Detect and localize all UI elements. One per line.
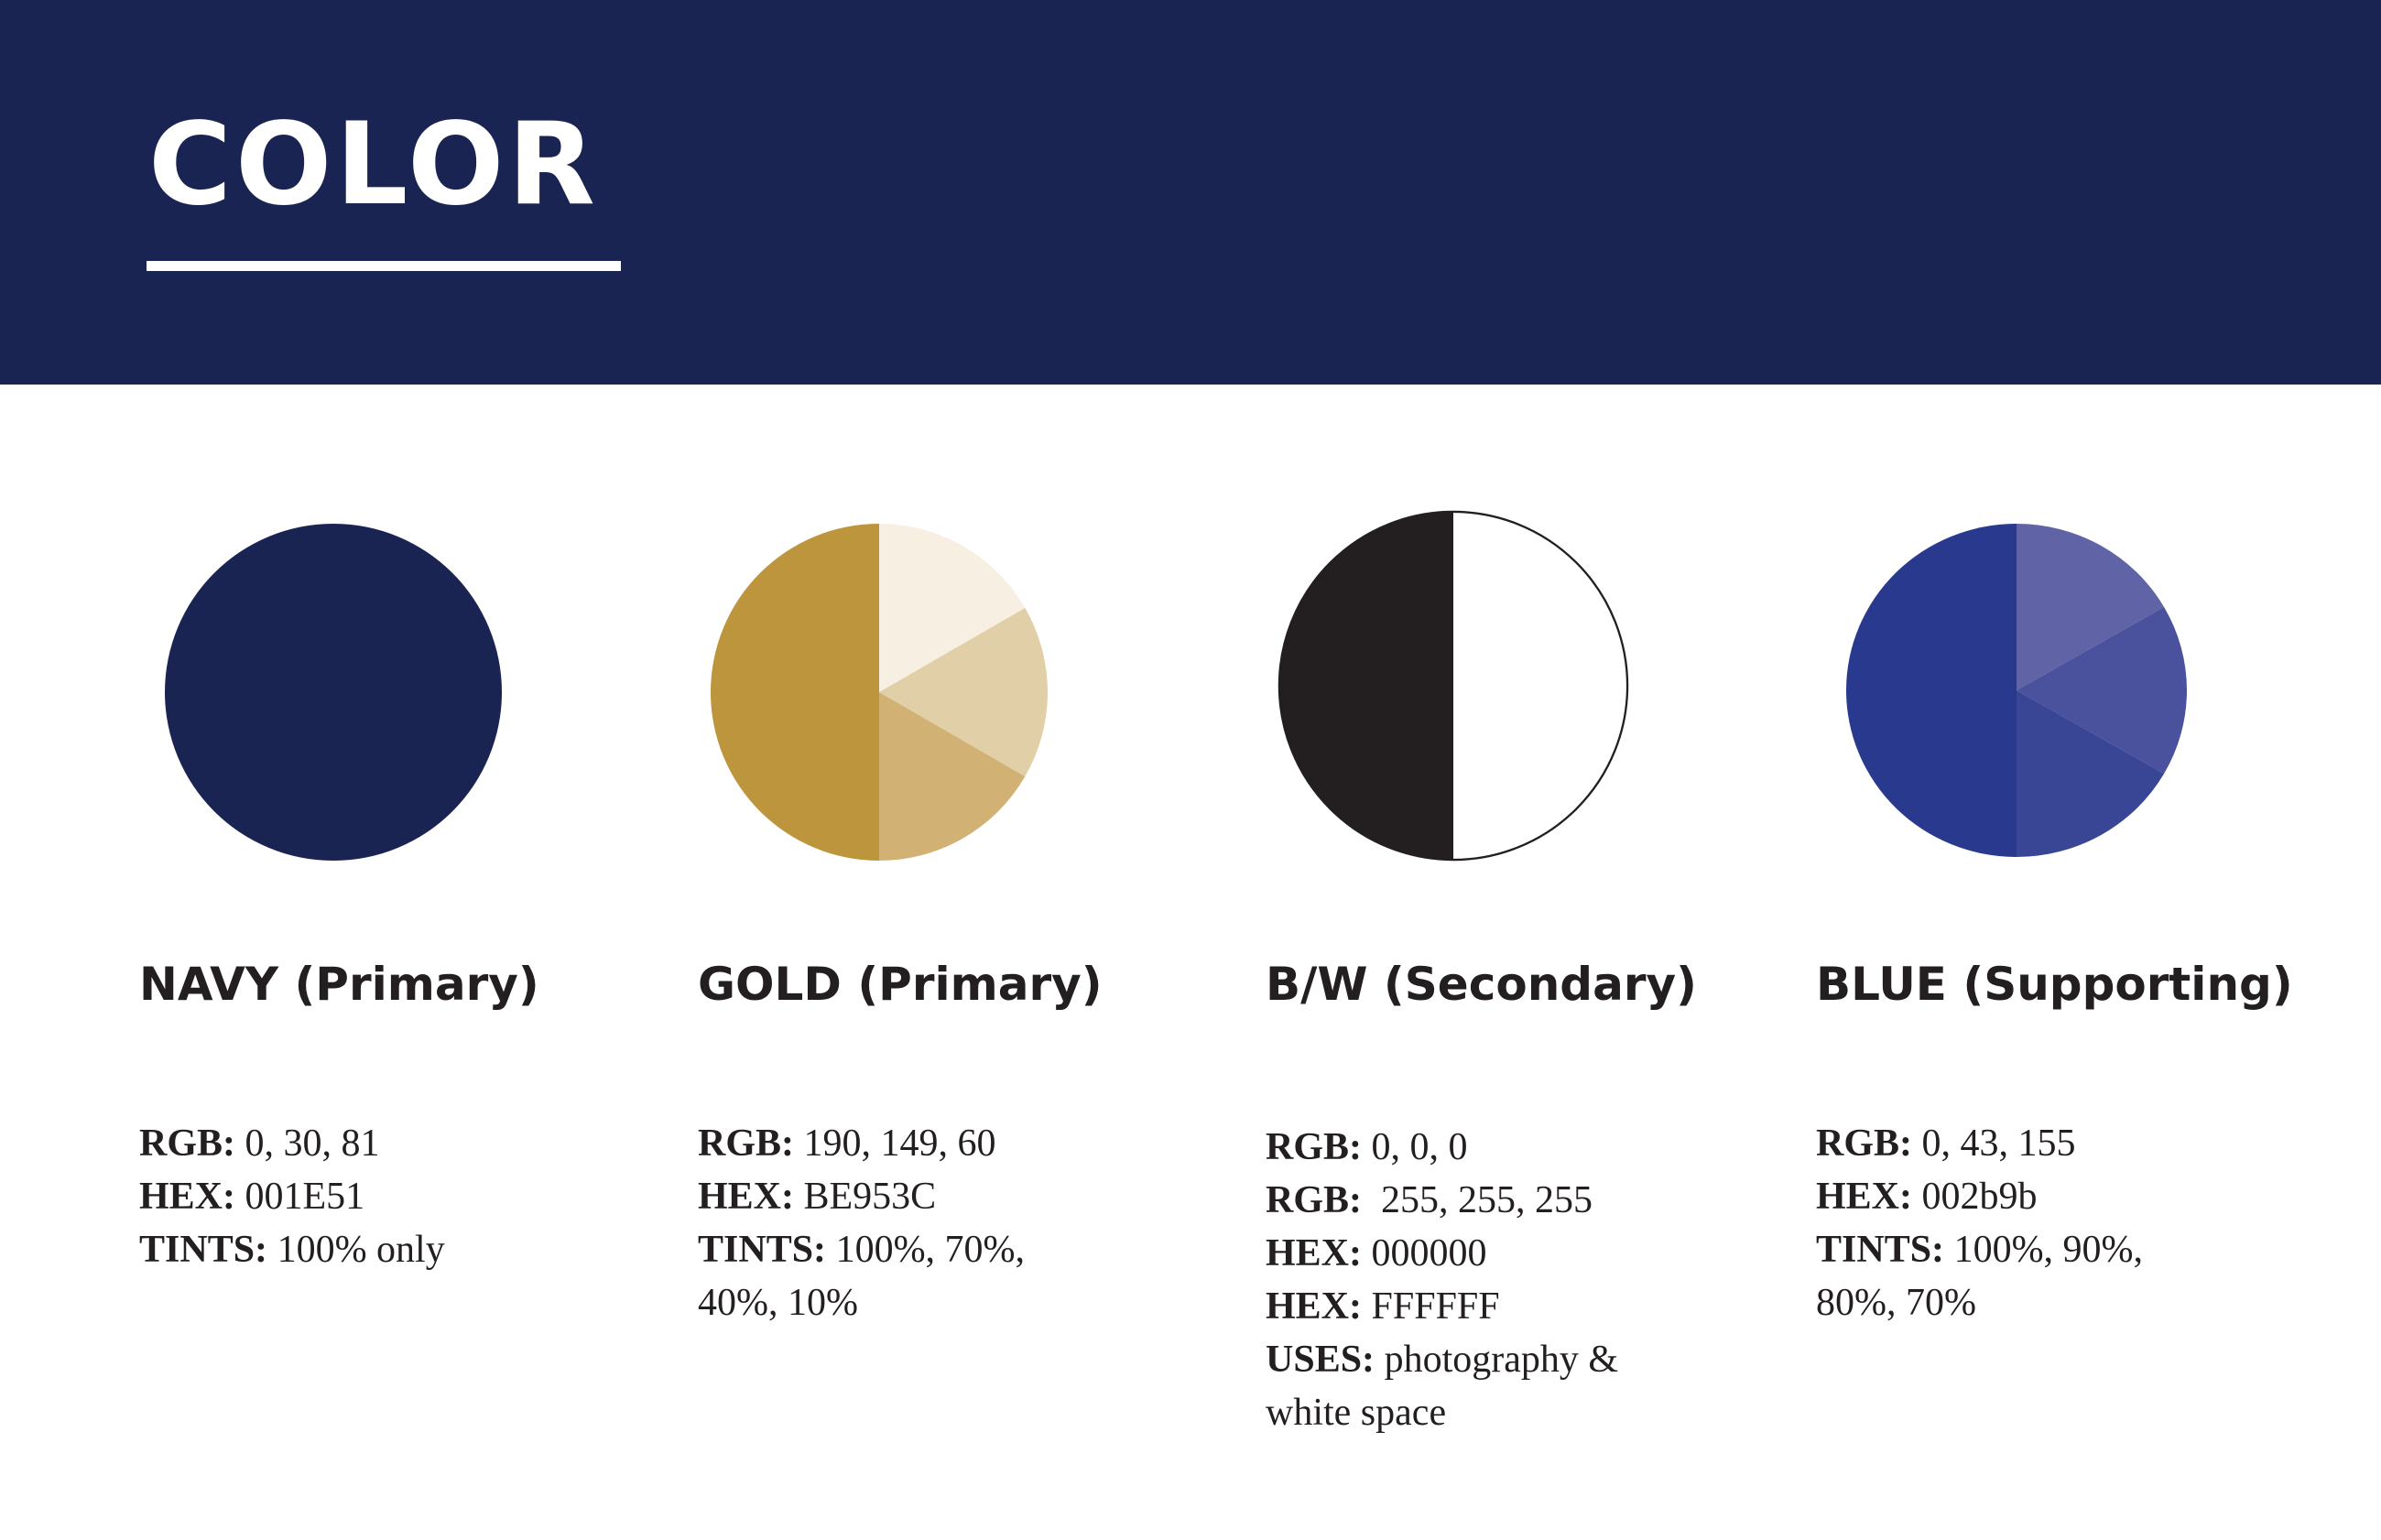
bw-swatch: [1277, 510, 1629, 862]
navy-palette-specs: RGB: 0, 30, 81 HEX: 001E51 TINTS: 100% o…: [139, 1117, 652, 1276]
spec-line: RGB: 190, 149, 60: [698, 1117, 1211, 1170]
navy-palette-column: NAVY (Primary) RGB: 0, 30, 81 HEX: 001E5…: [139, 943, 652, 1276]
spec-key: HEX:: [1266, 1232, 1362, 1274]
navy-palette-title: NAVY (Primary): [139, 958, 539, 1011]
bw-swatch-black-half: [1278, 511, 1453, 861]
header-banner: COLOR: [0, 0, 2381, 385]
spec-value: 100%, 70%, 40%, 10%: [698, 1229, 1026, 1324]
blue-palette-specs: RGB: 0, 43, 155 HEX: 002b9b TINTS: 100%,…: [1816, 1117, 2329, 1329]
navy-swatch-fill: [165, 524, 502, 861]
spec-key: USES:: [1266, 1339, 1375, 1381]
blue-palette-title: BLUE (Supporting): [1816, 958, 2293, 1011]
spec-value: FFFFFF: [1371, 1285, 1500, 1328]
gold-swatch-40-segment: [879, 608, 1048, 776]
spec-key: HEX:: [1816, 1176, 1912, 1218]
spec-key: HEX:: [139, 1176, 235, 1218]
spec-value: 100%, 90%, 80%, 70%: [1816, 1229, 2144, 1324]
spec-line: HEX: 001E51: [139, 1170, 652, 1223]
spec-key: RGB:: [139, 1122, 235, 1165]
spec-value: 255, 255, 255: [1381, 1179, 1593, 1221]
spec-line: TINTS: 100% only: [139, 1223, 652, 1276]
blue-swatch: [1846, 524, 2187, 857]
title-underline: [147, 261, 621, 271]
blue-swatch-80-segment: [2017, 607, 2187, 774]
spec-line: TINTS: 100%, 70%, 40%, 10%: [698, 1223, 1082, 1329]
spec-line: TINTS: 100%, 90%, 80%, 70%: [1816, 1223, 2201, 1329]
spec-line: HEX: BE953C: [698, 1170, 1211, 1223]
spec-key: HEX:: [698, 1176, 794, 1218]
blue-swatch-100-segment: [1846, 524, 2017, 857]
spec-value: 0, 30, 81: [245, 1122, 380, 1165]
spec-line: RGB: 255, 255, 255: [1266, 1174, 1778, 1227]
spec-key: TINTS:: [139, 1229, 268, 1271]
spec-key: TINTS:: [698, 1229, 827, 1271]
blue-swatch-90-segment: [2017, 690, 2165, 857]
spec-key: RGB:: [1816, 1122, 1912, 1165]
spec-line: USES: photography & white space: [1266, 1333, 1669, 1439]
blue-swatch-70-segment: [2017, 524, 2165, 690]
gold-palette-column: GOLD (Primary) RGB: 190, 149, 60 HEX: BE…: [698, 943, 1211, 1329]
gold-swatch-10-segment: [879, 524, 1026, 692]
spec-key: RGB:: [1266, 1126, 1362, 1168]
bw-palette-specs: RGB: 0, 0, 0 RGB: 255, 255, 255 HEX: 000…: [1266, 1121, 1778, 1439]
spec-line: RGB: 0, 0, 0: [1266, 1121, 1778, 1174]
spec-line: RGB: 0, 43, 155: [1816, 1117, 2329, 1170]
gold-palette-specs: RGB: 190, 149, 60 HEX: BE953C TINTS: 100…: [698, 1117, 1211, 1329]
spec-line: RGB: 0, 30, 81: [139, 1117, 652, 1170]
spec-value: 0, 43, 155: [1921, 1122, 2076, 1165]
spec-line: HEX: 000000: [1266, 1227, 1778, 1280]
page-title: COLOR: [148, 99, 599, 231]
spec-value: 190, 149, 60: [803, 1122, 996, 1165]
spec-key: TINTS:: [1816, 1229, 1945, 1271]
gold-palette-title: GOLD (Primary): [698, 958, 1103, 1011]
bw-palette-title: B/W (Secondary): [1266, 958, 1697, 1011]
spec-key: RGB:: [698, 1122, 794, 1165]
spec-value: BE953C: [803, 1176, 937, 1218]
spec-line: HEX: 002b9b: [1816, 1170, 2329, 1223]
gold-swatch-70-segment: [879, 692, 1026, 861]
bw-swatch-white-half: [1453, 511, 1628, 861]
spec-value: 000000: [1371, 1232, 1487, 1274]
spec-value: photography & white space: [1266, 1339, 1619, 1434]
spec-value: 002b9b: [1921, 1176, 2038, 1218]
spec-line: HEX: FFFFFF: [1266, 1280, 1778, 1333]
spec-value: 0, 0, 0: [1371, 1126, 1468, 1168]
navy-swatch: [165, 524, 502, 861]
bw-palette-column: B/W (Secondary) RGB: 0, 0, 0 RGB: 255, 2…: [1266, 943, 1778, 1439]
bw-swatch-outline: [1277, 510, 1629, 862]
gold-swatch: [711, 524, 1048, 861]
blue-palette-column: BLUE (Supporting) RGB: 0, 43, 155 HEX: 0…: [1816, 943, 2329, 1329]
spec-key: HEX:: [1266, 1285, 1362, 1328]
spec-value: 001E51: [245, 1176, 365, 1218]
gold-swatch-100-segment: [711, 524, 879, 861]
spec-value: 100% only: [277, 1229, 445, 1271]
spec-key: RGB:: [1266, 1179, 1362, 1221]
